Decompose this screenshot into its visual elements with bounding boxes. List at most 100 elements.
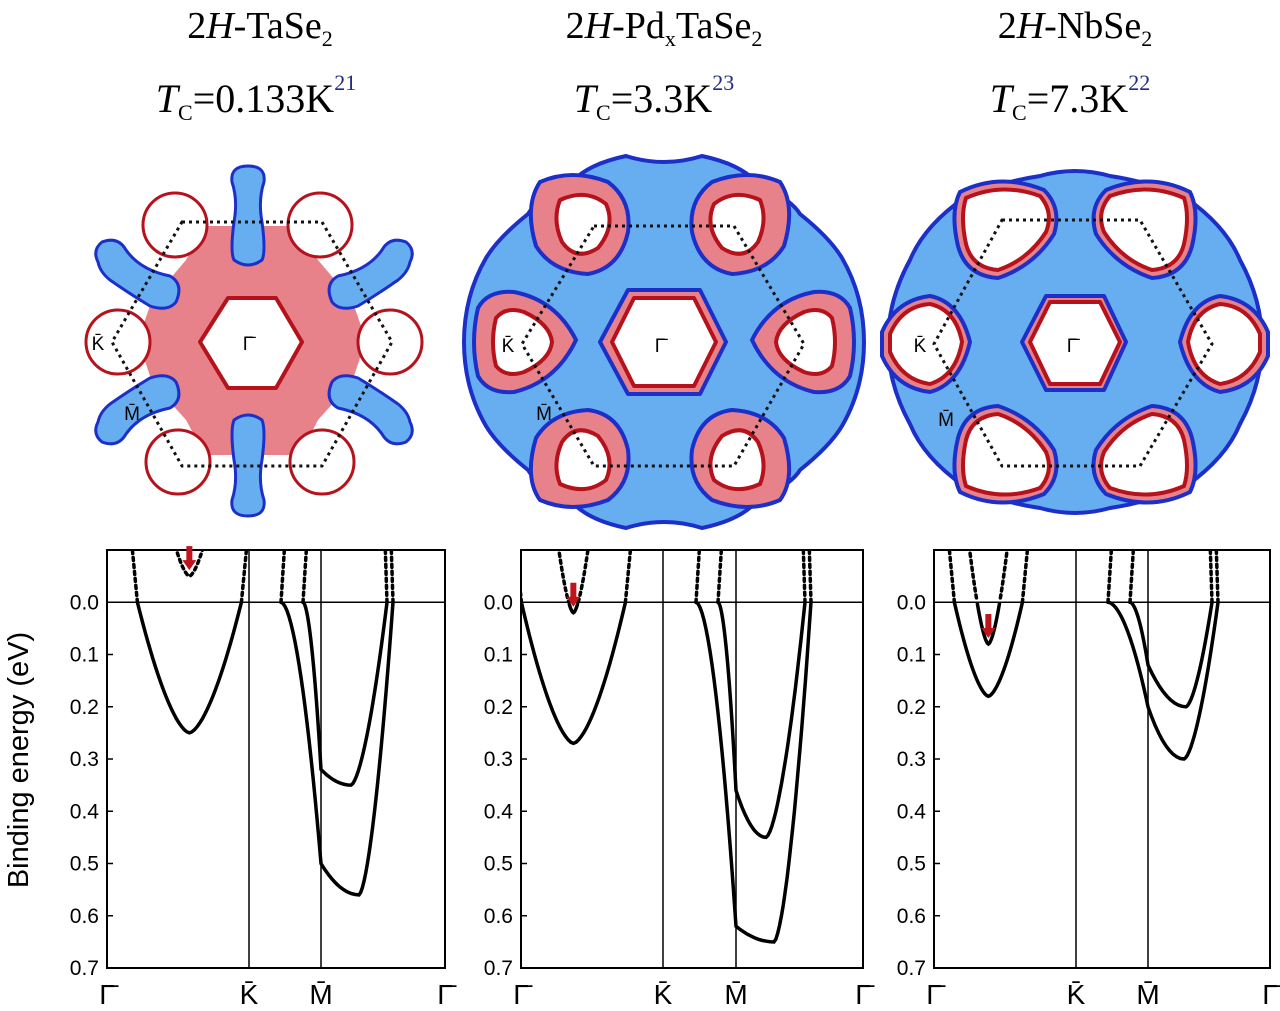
gamma-band-2 [567, 602, 580, 615]
bands [521, 550, 813, 944]
band-panel-1: 0.00.10.20.30.40.50.60.7Γ̄ K̄ M̄ Γ̄ [70, 546, 457, 1010]
fermi-surface-3: Γ̄ K̄ M̄ [880, 169, 1270, 515]
y-tick-label: 0.6 [70, 905, 99, 928]
gamma-band-1 [952, 600, 1025, 699]
m-label: M̄ [938, 410, 954, 431]
x-tick-label: K̄ [240, 979, 259, 1010]
gamma-band-1 [521, 600, 628, 746]
m-band-above-ef [1214, 550, 1220, 604]
gamma-band-1-above-ef [239, 550, 249, 605]
gamma-pocket [198, 296, 304, 390]
m-band-above-ef [694, 550, 702, 604]
x-tick-label: K̄ [654, 979, 673, 1010]
svg-text:2H-PdxTaSe2: 2H-PdxTaSe2 [566, 5, 763, 51]
gamma-band-2-above-ef [557, 550, 571, 604]
y-tick-label: 0.3 [897, 748, 926, 771]
m-band-outer [1106, 600, 1220, 761]
y-tick-label: 0.6 [897, 905, 926, 928]
gamma-band-2-above-ef [967, 550, 979, 600]
m-band-inner [301, 600, 389, 787]
gamma-band-1-above-ef [623, 550, 633, 605]
fermi-surface-1: Γ̄ K̄ M̄ [84, 164, 424, 518]
gamma-pocket-inner [1028, 300, 1122, 386]
y-tick-label: 0.1 [70, 644, 99, 667]
arrow-icon [566, 582, 581, 607]
m-band-above-ef [301, 550, 309, 604]
bands [947, 550, 1220, 761]
gamma-band-1-above-ef [1020, 550, 1030, 605]
k-pockets [84, 191, 424, 496]
brillouin-zone [520, 224, 806, 468]
y-axis-label: Binding energy (eV) [3, 632, 35, 888]
panel-1-title: 2H-TaSe2 TC=0.133K21 [156, 5, 356, 125]
band-panel-2: 0.00.10.20.30.40.50.60.7Γ̄ K̄ M̄ Γ̄ [484, 549, 875, 1010]
y-tick-label: 0.1 [897, 644, 926, 667]
m-band-above-ef [801, 550, 807, 604]
y-tick-label: 0.4 [484, 800, 514, 823]
y-tick-label: 0.0 [897, 591, 926, 614]
m-band-above-ef [279, 550, 287, 604]
y-tick-label: 0.3 [484, 748, 513, 771]
panel-2-title: 2H-PdxTaSe2 TC=3.3K23 [566, 5, 763, 125]
gamma-label: Γ̄ [243, 334, 256, 355]
plot-frame [933, 549, 1271, 969]
gamma-label: Γ̄ [655, 336, 668, 357]
m-band-inner [716, 600, 807, 840]
y-tick-label: 0.5 [70, 853, 99, 876]
panel-3-title: 2H-NbSe2 TC=7.3K22 [990, 5, 1152, 125]
m-band-above-ef [716, 550, 724, 604]
m-band-above-ef [383, 550, 389, 604]
x-tick-label: Γ̄ [513, 979, 532, 1010]
gamma-label: Γ̄ [1067, 336, 1080, 357]
k-label: K̄ [92, 334, 105, 355]
gamma-band-2-above-ef [576, 550, 590, 604]
band-panel-3: 0.00.10.20.30.40.50.60.7Γ̄ K̄ M̄ Γ̄ [897, 549, 1280, 1010]
y-tick-label: 0.0 [484, 591, 513, 614]
band-plots: 0.00.10.20.30.40.50.60.7Γ̄ K̄ M̄ Γ̄0.00.10.… [70, 546, 1280, 1010]
y-tick-label: 0.4 [897, 800, 927, 823]
m-band-inner [1128, 600, 1214, 709]
gamma-band-1-above-ef [947, 550, 957, 605]
x-tick-label: Γ̄ [99, 979, 118, 1010]
m-band-outer [694, 600, 813, 944]
brillouin-zone [110, 220, 394, 468]
y-tick-label: 0.2 [897, 696, 926, 719]
bands [130, 550, 395, 897]
y-tick-label: 0.4 [70, 800, 100, 823]
m-label: M̄ [536, 404, 552, 425]
y-tick-label: 0.5 [897, 853, 926, 876]
svg-text:TC=0.133K21: TC=0.133K21 [156, 70, 356, 125]
svg-text:TC=3.3K23: TC=3.3K23 [574, 70, 734, 125]
k-label: K̄ [502, 336, 515, 357]
m-pockets [94, 164, 414, 518]
gamma-pocket-inner [610, 296, 718, 388]
gamma-band-2-above-ef [174, 550, 205, 578]
m-label: M̄ [124, 404, 140, 425]
gamma-band-2 [975, 602, 1002, 647]
gamma-band-1 [135, 600, 244, 735]
m-band-outer [279, 600, 395, 897]
k-label: K̄ [914, 336, 927, 357]
gamma-band-2-above-ef [998, 550, 1009, 600]
m-band-above-ef [807, 550, 813, 604]
y-tick-label: 0.0 [70, 591, 99, 614]
k-pockets-inner [491, 192, 837, 492]
gamma-band-1-above-ef [130, 550, 140, 605]
x-tick-label: K̄ [1067, 979, 1086, 1010]
m-band-above-ef [1106, 550, 1114, 604]
k-pockets-inner [888, 187, 1262, 497]
x-tick-label: Γ̄ [926, 979, 945, 1010]
m-band-above-ef [1208, 550, 1214, 604]
y-tick-label: 0.6 [484, 905, 513, 928]
svg-text:2H-TaSe2: 2H-TaSe2 [187, 5, 333, 51]
svg-text:2H-NbSe2: 2H-NbSe2 [998, 5, 1153, 51]
x-tick-label: Γ̄ [1262, 979, 1280, 1010]
m-band-above-ef [1128, 550, 1136, 604]
y-tick-label: 0.7 [484, 957, 513, 980]
y-tick-label: 0.3 [70, 748, 99, 771]
x-tick-label: Γ̄ [855, 979, 874, 1010]
x-tick-label: M̄ [1136, 979, 1159, 1010]
y-tick-label: 0.5 [484, 853, 513, 876]
y-tick-label: 0.2 [70, 696, 99, 719]
